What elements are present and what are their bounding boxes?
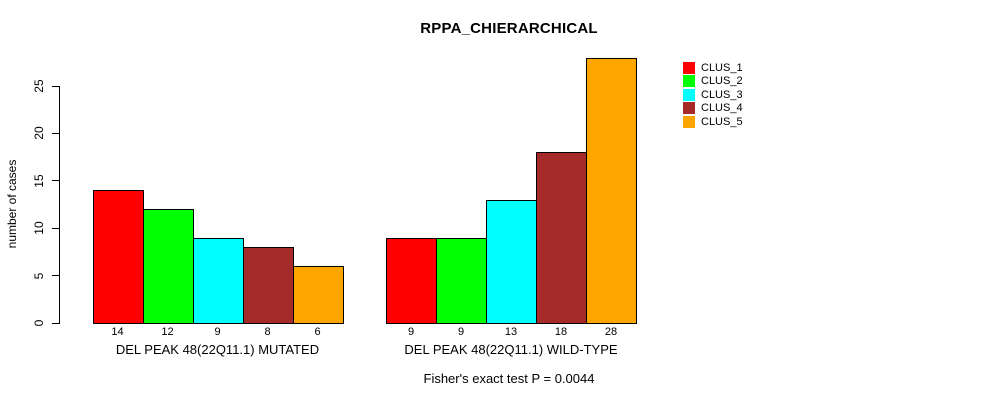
bar-clus_4-group1 [242,247,294,324]
bar-value-label: 8 [264,326,271,338]
y-axis-tick [52,227,59,229]
legend: CLUS_1 CLUS_2 CLUS_3 CLUS_4 CLUS_5 [683,61,743,129]
bar-clus_2-group2 [436,237,487,324]
bar-clus_1-group2 [386,237,437,324]
legend-item-clus_5: CLUS_5 [683,115,743,129]
y-axis-tick [52,275,59,277]
y-axis-tick [52,85,59,87]
bar-clus_5-group2 [586,57,637,324]
legend-item-clus_2: CLUS_2 [683,75,743,89]
y-axis-tick-label: 0 [32,319,46,327]
bar-value-label: 14 [111,326,124,338]
y-axis-title: number of cases [5,159,19,249]
legend-swatch-clus_3 [683,88,695,101]
legend-item-clus_4: CLUS_4 [683,102,743,116]
y-axis-tick-label: 25 [32,79,46,93]
legend-swatch-clus_2 [683,75,695,88]
x-axis-group-label-mutated: DEL PEAK 48(22Q11.1) MUTATED [115,342,320,357]
y-axis-line [59,86,60,324]
bar-clus_1-group1 [92,190,144,324]
legend-label: CLUS_4 [701,102,743,115]
bar-clus_2-group1 [142,209,194,324]
bar-value-label: 18 [554,326,568,338]
legend-item-clus_1: CLUS_1 [683,61,743,75]
y-axis-tick-label: 15 [32,174,46,188]
bar-value-label: 9 [214,326,221,338]
legend-label: CLUS_2 [701,75,743,88]
y-axis-tick-label: 5 [32,272,46,279]
legend-label: CLUS_3 [701,88,743,101]
bar-value-label: 28 [604,326,618,338]
y-axis-tick [52,180,59,182]
legend-swatch-clus_4 [683,102,695,115]
bar-value-label: 13 [504,326,518,338]
legend-label: CLUS_5 [701,115,743,128]
legend-swatch-clus_1 [683,61,695,74]
bar-value-label: 12 [161,326,174,338]
bar-value-label: 9 [407,326,415,338]
chart-title: RPPA_CHIERARCHICAL [420,20,598,37]
bar-clus_3-group2 [486,199,537,324]
y-axis-tick-label: 10 [32,221,46,235]
bar-clus_5-group1 [292,266,344,324]
y-axis-tick [52,132,59,134]
y-axis-tick-label: 20 [32,126,46,141]
x-axis-group-label-wildtype: DEL PEAK 48(22Q11.1) WILD-TYPE [404,342,618,357]
legend-item-clus_3: CLUS_3 [683,88,743,102]
bar-clus_3-group1 [192,237,244,324]
legend-swatch-clus_5 [683,115,695,128]
bar-clus_4-group2 [536,152,587,324]
chart-caption: Fisher's exact test P = 0.0044 [423,371,595,386]
y-axis-tick [52,322,59,324]
legend-label: CLUS_1 [701,61,743,74]
bar-value-label: 9 [457,326,465,338]
bar-value-label: 6 [314,326,321,338]
